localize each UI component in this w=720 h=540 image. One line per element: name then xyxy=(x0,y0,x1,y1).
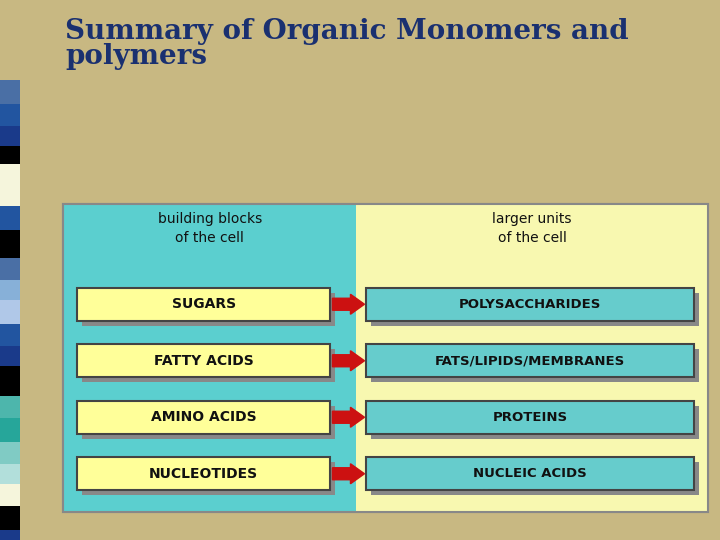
Bar xyxy=(0,104,20,126)
Bar xyxy=(0,506,20,530)
FancyArrow shape xyxy=(333,464,364,484)
Text: larger units
of the cell: larger units of the cell xyxy=(492,212,572,246)
Bar xyxy=(0,230,20,258)
FancyBboxPatch shape xyxy=(356,204,708,512)
Text: FATS/LIPIDS/MEMBRANES: FATS/LIPIDS/MEMBRANES xyxy=(435,354,626,367)
Text: Summary of Organic Monomers and: Summary of Organic Monomers and xyxy=(65,18,629,45)
Bar xyxy=(0,164,20,186)
FancyBboxPatch shape xyxy=(82,349,336,382)
FancyBboxPatch shape xyxy=(77,345,330,377)
Text: SUGARS: SUGARS xyxy=(171,297,236,311)
FancyBboxPatch shape xyxy=(372,293,699,326)
FancyBboxPatch shape xyxy=(366,457,694,490)
FancyBboxPatch shape xyxy=(372,406,699,438)
FancyBboxPatch shape xyxy=(77,401,330,434)
Bar xyxy=(0,80,20,104)
Text: PROTEINS: PROTEINS xyxy=(492,411,568,424)
Bar xyxy=(0,346,20,366)
Text: FATTY ACIDS: FATTY ACIDS xyxy=(154,354,253,368)
FancyBboxPatch shape xyxy=(366,288,694,321)
Bar xyxy=(0,280,20,300)
FancyBboxPatch shape xyxy=(63,204,356,512)
Bar xyxy=(0,300,20,324)
FancyArrow shape xyxy=(333,407,364,427)
Bar xyxy=(0,258,20,280)
Bar xyxy=(0,186,20,206)
Bar xyxy=(0,464,20,484)
Bar xyxy=(0,324,20,346)
Bar xyxy=(0,418,20,442)
Bar xyxy=(0,366,20,396)
Text: building blocks
of the cell: building blocks of the cell xyxy=(158,212,262,246)
FancyBboxPatch shape xyxy=(366,401,694,434)
Text: NUCLEIC ACIDS: NUCLEIC ACIDS xyxy=(473,467,587,480)
Bar xyxy=(0,484,20,506)
FancyBboxPatch shape xyxy=(82,406,336,438)
Bar xyxy=(0,206,20,230)
FancyBboxPatch shape xyxy=(77,288,330,321)
Text: polymers: polymers xyxy=(65,43,207,70)
FancyBboxPatch shape xyxy=(63,204,708,512)
FancyBboxPatch shape xyxy=(366,345,694,377)
Bar xyxy=(0,146,20,164)
FancyBboxPatch shape xyxy=(82,462,336,495)
Text: AMINO ACIDS: AMINO ACIDS xyxy=(151,410,256,424)
Bar xyxy=(0,442,20,464)
FancyArrow shape xyxy=(333,294,364,314)
Bar xyxy=(0,396,20,418)
FancyBboxPatch shape xyxy=(77,457,330,490)
Text: NUCLEOTIDES: NUCLEOTIDES xyxy=(149,467,258,481)
FancyBboxPatch shape xyxy=(372,349,699,382)
FancyBboxPatch shape xyxy=(372,462,699,495)
FancyBboxPatch shape xyxy=(82,293,336,326)
Bar xyxy=(0,530,20,540)
Bar xyxy=(0,126,20,146)
FancyArrow shape xyxy=(333,351,364,371)
Text: POLYSACCHARIDES: POLYSACCHARIDES xyxy=(459,298,601,310)
